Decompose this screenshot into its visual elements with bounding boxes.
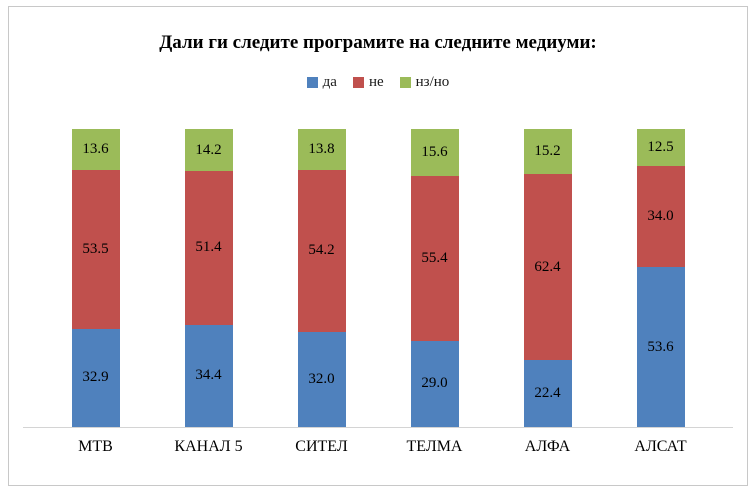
bar-column: 32.9 53.5 13.6 <box>39 129 152 427</box>
value-label: 34.0 <box>647 208 674 225</box>
stacked-bar: 22.4 62.4 15.2 <box>523 129 572 427</box>
value-label: 12.5 <box>647 139 674 156</box>
value-label: 13.8 <box>308 141 335 158</box>
bar-segment-нз/но: 15.6 <box>410 129 459 176</box>
legend-item-1: не <box>352 73 384 91</box>
bar-segment-не: 62.4 <box>523 174 572 361</box>
value-label: 53.6 <box>647 338 674 355</box>
category-axis: МТВ КАНАЛ 5 СИТЕЛ ТЕЛМА АЛФА АЛСАТ <box>23 438 733 456</box>
stacked-bar: 34.4 51.4 14.2 <box>184 129 233 427</box>
legend-item-0: да <box>306 73 337 91</box>
bar-column: 29.0 55.4 15.6 <box>378 129 491 427</box>
value-label: 22.4 <box>534 385 561 402</box>
category-label: МТВ <box>78 438 113 455</box>
value-label: 32.0 <box>308 370 335 387</box>
category-label: ТЕЛМА <box>406 438 463 455</box>
value-label: 13.6 <box>82 140 109 157</box>
bar-segment-нз/но: 12.5 <box>636 129 685 167</box>
bar-segment-да: 34.4 <box>184 324 233 427</box>
bar-segment-не: 51.4 <box>184 171 233 325</box>
stacked-bar: 32.0 54.2 13.8 <box>297 129 346 427</box>
chart-title: Дали ги следите програмите на следните м… <box>159 32 597 53</box>
value-label: 15.2 <box>534 143 561 160</box>
legend-label: не <box>368 73 384 90</box>
bar-segment-нз/но: 13.6 <box>71 129 120 170</box>
stacked-bar: 53.6 34.0 12.5 <box>636 129 685 427</box>
bar-segment-не: 55.4 <box>410 175 459 341</box>
value-label: 55.4 <box>421 249 448 266</box>
legend-swatch-icon <box>306 76 318 88</box>
value-label: 15.6 <box>421 143 448 160</box>
value-label: 51.4 <box>195 239 222 256</box>
legend-item-2: нз/но <box>399 73 450 91</box>
bar-column: 32.0 54.2 13.8 <box>265 129 378 427</box>
value-label: 32.9 <box>82 369 109 386</box>
value-label: 34.4 <box>195 367 222 384</box>
bar-segment-да: 29.0 <box>410 340 459 427</box>
bar-segment-нз/но: 13.8 <box>297 129 346 171</box>
category-label: КАНАЛ 5 <box>174 438 243 455</box>
legend-label: нз/но <box>415 73 450 90</box>
category-label: АЛСАТ <box>634 438 687 455</box>
chart-frame: Дали ги следите програмите на следните м… <box>8 6 748 486</box>
category-label: АЛФА <box>524 438 571 455</box>
bar-segment-да: 32.0 <box>297 331 346 427</box>
bar-segment-да: 22.4 <box>523 360 572 427</box>
bar-segment-нз/но: 14.2 <box>184 129 233 172</box>
legend-label: да <box>322 73 337 90</box>
bar-column: 34.4 51.4 14.2 <box>152 129 265 427</box>
bar-column: 53.6 34.0 12.5 <box>604 129 717 427</box>
value-label: 62.4 <box>534 258 561 275</box>
bar-segment-не: 34.0 <box>636 166 685 268</box>
value-label: 53.5 <box>82 240 109 257</box>
stacked-bar: 32.9 53.5 13.6 <box>71 129 120 427</box>
legend: да не нз/но <box>9 73 747 91</box>
bar-column: 22.4 62.4 15.2 <box>491 129 604 427</box>
legend-swatch-icon <box>399 76 411 88</box>
bar-segment-нз/но: 15.2 <box>523 129 572 175</box>
plot-area: 32.9 53.5 13.6 34.4 51.4 14.2 32.0 54.2 13.8 29.0… <box>23 129 733 427</box>
plot-wrap: 32.9 53.5 13.6 34.4 51.4 14.2 32.0 54.2 13.8 29.0… <box>23 129 733 428</box>
value-label: 29.0 <box>421 375 448 392</box>
value-label: 54.2 <box>308 242 335 259</box>
bar-segment-не: 54.2 <box>297 170 346 332</box>
value-label: 14.2 <box>195 141 222 158</box>
bar-segment-не: 53.5 <box>71 169 120 329</box>
stacked-bar: 29.0 55.4 15.6 <box>410 129 459 427</box>
bar-segment-да: 32.9 <box>71 328 120 427</box>
legend-swatch-icon <box>352 76 364 88</box>
category-label: СИТЕЛ <box>295 438 348 455</box>
bar-segment-да: 53.6 <box>636 267 685 427</box>
